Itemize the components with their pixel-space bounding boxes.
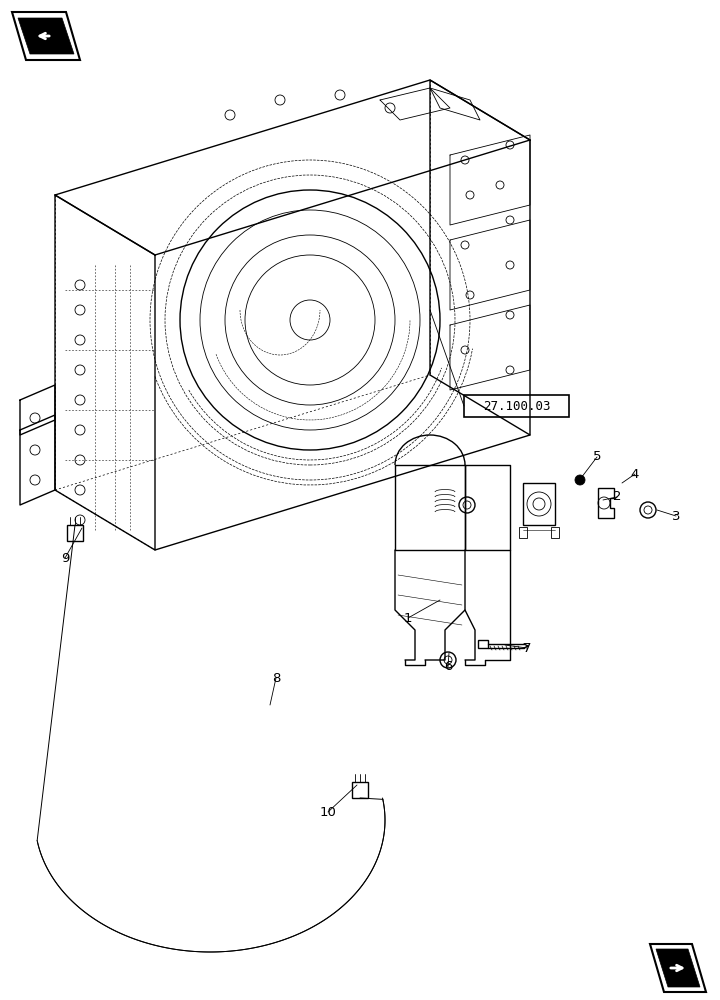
Text: 6: 6 [444, 660, 452, 674]
Text: 8: 8 [272, 672, 280, 684]
Text: 9: 9 [60, 552, 69, 564]
Polygon shape [12, 12, 80, 60]
Polygon shape [18, 18, 74, 54]
Circle shape [575, 475, 585, 485]
Polygon shape [656, 949, 700, 987]
Polygon shape [352, 782, 368, 798]
Text: 7: 7 [523, 642, 531, 654]
Polygon shape [650, 944, 706, 992]
Text: 4: 4 [631, 468, 639, 481]
Bar [464, 395, 569, 417]
Text: 5: 5 [593, 450, 601, 464]
Text: 1: 1 [404, 611, 413, 624]
Polygon shape [551, 527, 559, 538]
Polygon shape [598, 488, 614, 518]
Polygon shape [519, 527, 527, 538]
Polygon shape [523, 483, 555, 525]
Circle shape [459, 497, 475, 513]
Polygon shape [478, 640, 488, 648]
Text: 3: 3 [672, 510, 680, 522]
Text: 27.100.03: 27.100.03 [482, 399, 550, 412]
Text: 10: 10 [320, 806, 336, 818]
Polygon shape [67, 525, 83, 541]
Text: 2: 2 [613, 490, 621, 504]
